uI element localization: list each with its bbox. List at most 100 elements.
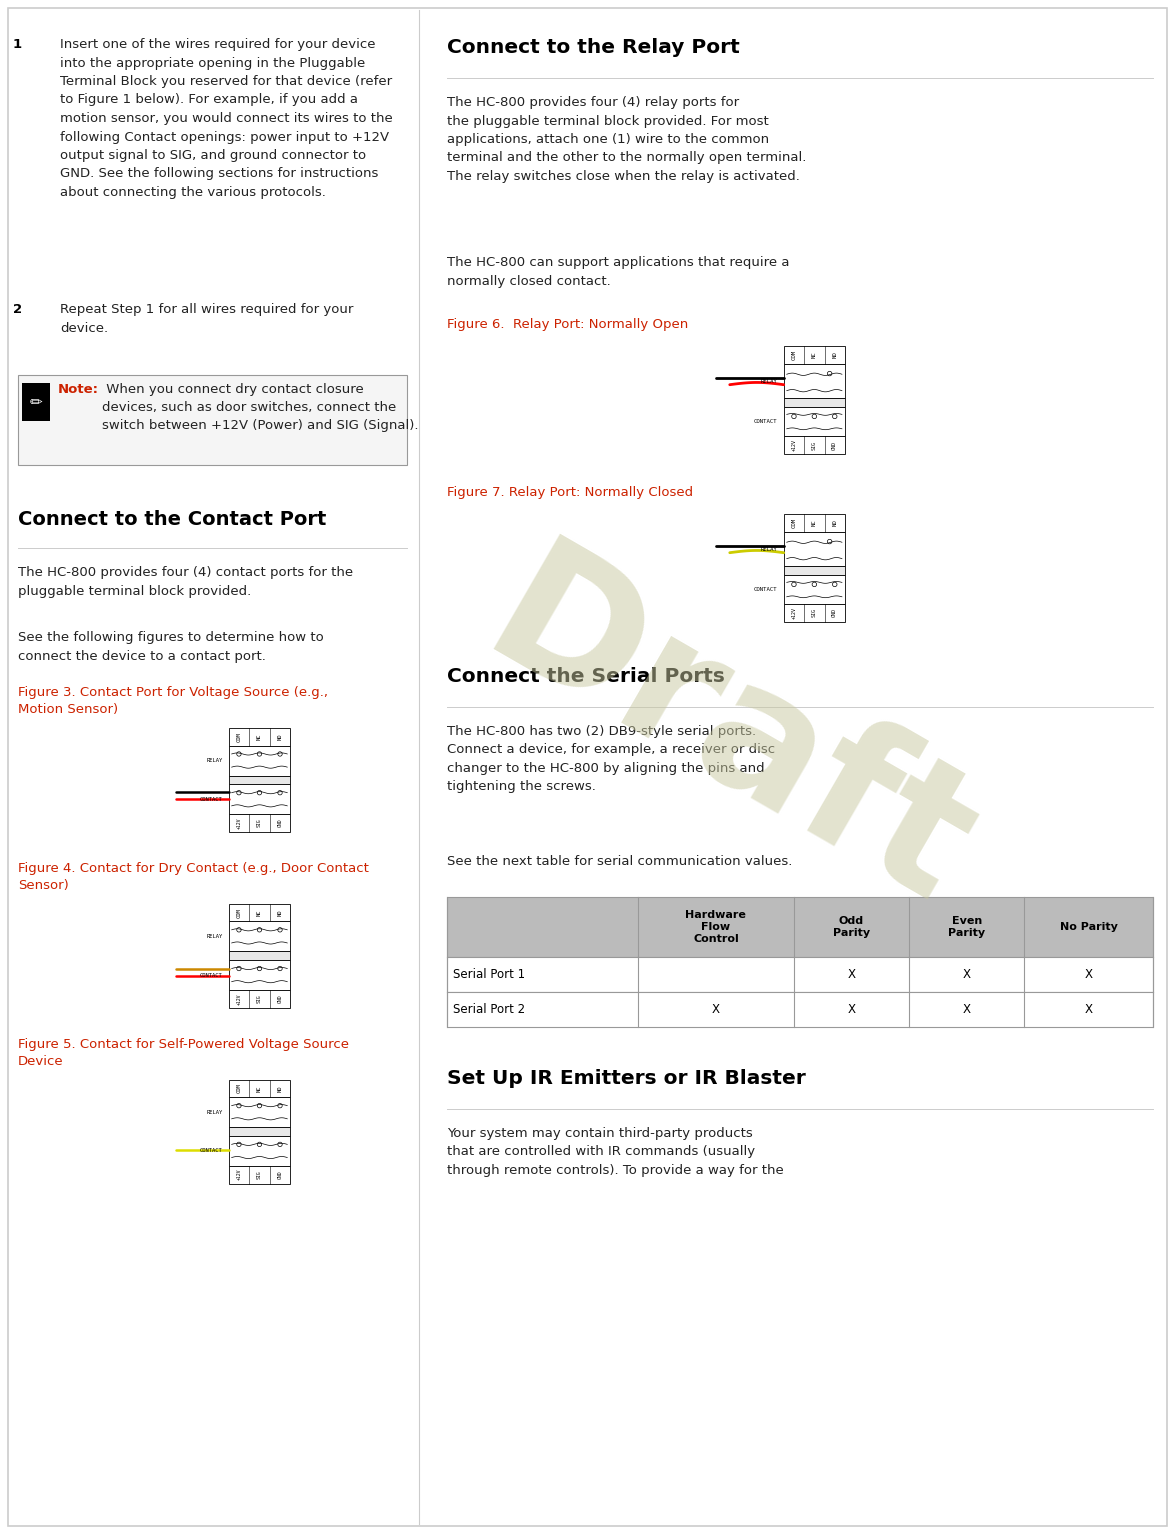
Text: NO: NO: [277, 1085, 282, 1092]
Text: X: X: [962, 1003, 971, 1016]
Text: CONTACT: CONTACT: [200, 1149, 222, 1154]
Bar: [229, 746, 290, 776]
Text: Connect the Serial Ports: Connect the Serial Ports: [448, 667, 725, 686]
Text: When you connect dry contact closure
devices, such as door switches, connect the: When you connect dry contact closure dev…: [102, 384, 418, 433]
Text: NC: NC: [812, 351, 817, 359]
Text: SIG: SIG: [812, 440, 817, 449]
Text: See the following figures to determine how to
connect the device to a contact po: See the following figures to determine h…: [18, 630, 324, 663]
Text: CONTACT: CONTACT: [754, 419, 778, 423]
Bar: [229, 989, 290, 1008]
Text: RELAY: RELAY: [207, 934, 222, 939]
Bar: [229, 951, 290, 960]
Text: X: X: [847, 968, 855, 982]
Text: Serial Port 2: Serial Port 2: [454, 1003, 525, 1016]
Text: Figure 6.  Relay Port: Normally Open: Figure 6. Relay Port: Normally Open: [448, 318, 689, 331]
Text: X: X: [962, 968, 971, 982]
Text: GND: GND: [832, 609, 838, 618]
Bar: [784, 566, 845, 575]
Bar: [229, 784, 290, 815]
FancyBboxPatch shape: [8, 8, 1167, 1526]
Bar: [784, 407, 845, 436]
Bar: [229, 904, 290, 922]
Text: SIG: SIG: [257, 994, 262, 1003]
Text: NC: NC: [812, 520, 817, 526]
Text: NO: NO: [277, 910, 282, 916]
Bar: [229, 960, 290, 989]
Text: Figure 5. Contact for Self-Powered Voltage Source
Device: Figure 5. Contact for Self-Powered Volta…: [18, 1037, 349, 1068]
Text: The HC-800 can support applications that require a
normally closed contact.: The HC-800 can support applications that…: [448, 256, 790, 287]
Bar: [229, 1166, 290, 1184]
Text: NC: NC: [257, 1085, 262, 1092]
Text: X: X: [1085, 968, 1093, 982]
Text: X: X: [712, 1003, 720, 1016]
Text: Connect to the Relay Port: Connect to the Relay Port: [448, 38, 740, 57]
Bar: [784, 532, 845, 566]
Bar: [448, 992, 1153, 1026]
Bar: [784, 436, 845, 454]
Text: Connect to the Contact Port: Connect to the Contact Port: [18, 509, 327, 529]
Text: SIG: SIG: [257, 1170, 262, 1180]
Text: RELAY: RELAY: [760, 546, 778, 552]
Bar: [229, 1097, 290, 1127]
Text: NC: NC: [257, 910, 262, 916]
Text: CONTACT: CONTACT: [754, 588, 778, 592]
Text: GND: GND: [277, 1170, 282, 1180]
Text: +12V: +12V: [792, 439, 797, 451]
Bar: [784, 514, 845, 532]
Text: Your system may contain third-party products
that are controlled with IR command: Your system may contain third-party prod…: [448, 1127, 784, 1177]
Text: SIG: SIG: [257, 819, 262, 827]
Bar: [229, 776, 290, 784]
Text: +12V: +12V: [792, 607, 797, 620]
Text: See the next table for serial communication values.: See the next table for serial communicat…: [448, 854, 793, 868]
Text: The HC-800 provides four (4) relay ports for
the pluggable terminal block provid: The HC-800 provides four (4) relay ports…: [448, 97, 807, 183]
Text: X: X: [1085, 1003, 1093, 1016]
Text: RELAY: RELAY: [207, 1109, 222, 1115]
Text: COM: COM: [792, 518, 797, 528]
Text: The HC-800 has two (2) DB9-style serial ports.
Connect a device, for example, a : The HC-800 has two (2) DB9-style serial …: [448, 726, 776, 793]
Text: Serial Port 1: Serial Port 1: [454, 968, 525, 982]
Bar: [448, 957, 1153, 992]
Text: COM: COM: [236, 1083, 241, 1094]
Bar: [229, 922, 290, 951]
Text: NO: NO: [832, 520, 838, 526]
Bar: [784, 399, 845, 407]
Text: NO: NO: [277, 733, 282, 739]
Text: X: X: [847, 1003, 855, 1016]
Bar: [784, 575, 845, 604]
Text: Note:: Note:: [58, 384, 99, 396]
Bar: [229, 729, 290, 746]
Text: Insert one of the wires required for your device
into the appropriate opening in: Insert one of the wires required for you…: [60, 38, 392, 199]
Bar: [22, 384, 51, 420]
Text: Odd
Parity: Odd Parity: [833, 916, 870, 937]
Bar: [448, 897, 1153, 957]
Text: COM: COM: [236, 732, 241, 741]
Text: SIG: SIG: [812, 609, 817, 618]
Text: COM: COM: [236, 908, 241, 917]
Text: +12V: +12V: [236, 1169, 241, 1181]
Text: +12V: +12V: [236, 992, 241, 1005]
Text: +12V: +12V: [236, 818, 241, 828]
Text: RELAY: RELAY: [207, 758, 222, 762]
Text: No Parity: No Parity: [1060, 922, 1117, 933]
Text: Draft: Draft: [457, 529, 1000, 943]
Text: CONTACT: CONTACT: [200, 973, 222, 977]
Text: NC: NC: [257, 733, 262, 739]
Text: 1: 1: [13, 38, 22, 51]
Text: ✏: ✏: [29, 394, 42, 410]
Bar: [784, 347, 845, 364]
Text: GND: GND: [277, 819, 282, 827]
Text: GND: GND: [832, 440, 838, 449]
Text: 2: 2: [13, 304, 22, 316]
Bar: [229, 1127, 290, 1137]
Bar: [229, 1137, 290, 1166]
Text: GND: GND: [277, 994, 282, 1003]
Bar: [229, 815, 290, 831]
Text: Figure 4. Contact for Dry Contact (e.g., Door Contact
Sensor): Figure 4. Contact for Dry Contact (e.g.,…: [18, 862, 369, 891]
Text: NO: NO: [832, 351, 838, 359]
FancyBboxPatch shape: [18, 374, 408, 465]
Text: Hardware
Flow
Control: Hardware Flow Control: [685, 910, 746, 943]
Text: CONTACT: CONTACT: [200, 796, 222, 802]
Bar: [229, 1080, 290, 1097]
Bar: [784, 364, 845, 399]
Text: The HC-800 provides four (4) contact ports for the
pluggable terminal block prov: The HC-800 provides four (4) contact por…: [18, 566, 354, 598]
